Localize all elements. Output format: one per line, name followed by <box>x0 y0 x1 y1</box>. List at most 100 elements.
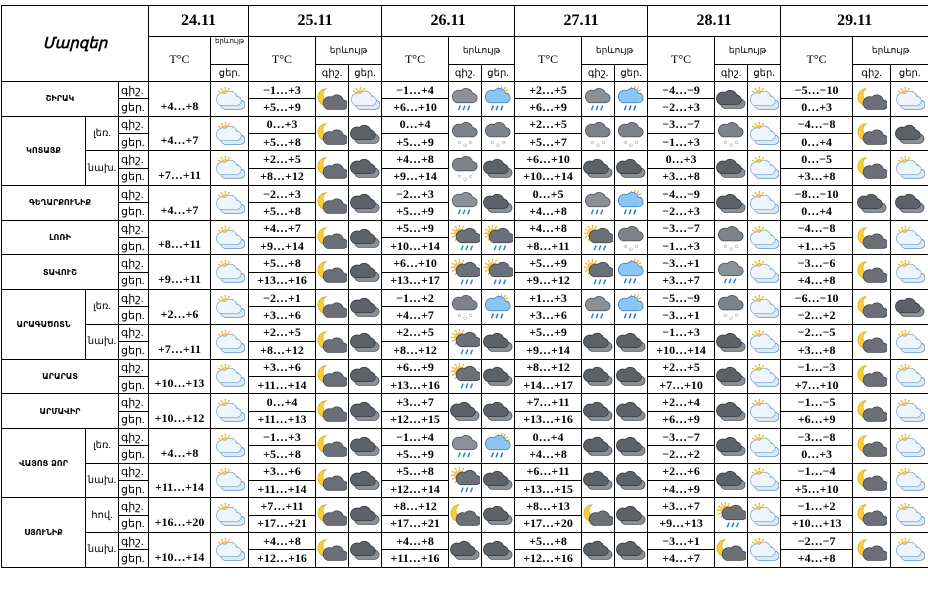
body-row: ԿՈՏԱՅՔ լեռ. գիշ. +4…+7 0…+3 0…+4 +2…+5 −3…−7 −4…… <box>1 115 928 187</box>
icon-part <box>452 191 478 208</box>
day-temperature: +17…+21 <box>248 514 316 533</box>
icon-part <box>723 244 728 248</box>
day-temperature: +11…+14 <box>248 479 316 499</box>
night-temperature: −4…−9 <box>647 80 716 100</box>
day-temperature: +9…+14 <box>248 237 316 256</box>
icon-part <box>590 140 595 144</box>
weather-icon-cell <box>747 254 782 291</box>
icon-part <box>895 160 922 176</box>
temperature: +10…+14 <box>148 531 211 568</box>
weather-icon <box>215 364 245 388</box>
night-temperature: +6…+9 <box>381 358 450 377</box>
weather-icon <box>215 86 245 110</box>
weather-icon-cell <box>852 427 892 464</box>
weather-icon <box>317 539 347 561</box>
region-name: ԱՐԱՐԱՏ <box>1 358 119 395</box>
region-name: ԱՐԱԳԱԾՈՏՆ <box>1 289 86 360</box>
icon-part <box>895 333 922 349</box>
icon-part <box>750 264 776 280</box>
icon-part <box>451 269 455 273</box>
icon-part <box>862 129 887 145</box>
weather-icon <box>215 121 245 145</box>
icon-part <box>750 194 776 210</box>
icon-part <box>350 471 376 487</box>
icon-part <box>215 194 242 210</box>
icon-part <box>465 348 469 355</box>
weather-icon <box>483 471 513 491</box>
weather-icon-cell <box>747 150 782 187</box>
day-temperature: +4…+9 <box>647 479 716 499</box>
phenomenon-header: երևույթ <box>714 36 782 65</box>
day-temperature: +6…+9 <box>647 410 716 429</box>
icon-part <box>505 435 509 439</box>
icon-part <box>862 476 887 492</box>
weather-icon <box>317 88 347 110</box>
day-header: ցեր. <box>747 64 782 82</box>
weather-icon-cell <box>210 427 249 464</box>
weather-icon-cell <box>714 531 749 568</box>
icon-part <box>618 191 644 208</box>
icon-part <box>469 175 473 179</box>
weather-icon-cell <box>852 393 892 429</box>
temp-header: T°C <box>148 36 211 82</box>
weather-icon-cell <box>481 462 516 499</box>
icon-part <box>761 260 765 264</box>
icon-part <box>583 401 609 418</box>
weather-icon <box>485 85 511 111</box>
temperature: +10…+13 <box>148 358 211 395</box>
icon-part <box>227 538 230 542</box>
icon-part <box>895 368 922 384</box>
icon-part <box>457 313 462 318</box>
night-temperature: +5…+9 <box>381 219 450 239</box>
weather-icon-cell <box>890 289 928 325</box>
icon-part <box>723 140 728 144</box>
icon-part <box>460 487 464 493</box>
weather-icon <box>750 502 780 526</box>
weather-icon <box>750 433 780 457</box>
icon-part <box>350 436 376 452</box>
region-name: ՍՅՈՒՆԻՔ <box>1 497 86 568</box>
weather-icon <box>483 193 513 213</box>
weather-icon-cell <box>614 115 649 152</box>
icon-part <box>585 191 611 208</box>
icon-part <box>596 143 600 147</box>
weather-icon <box>350 506 380 525</box>
icon-part <box>465 487 469 493</box>
weather-icon <box>718 261 744 284</box>
weather-icon <box>215 468 245 492</box>
body-row: ցեր. +11…+13 +12…+15 +13…+16 +6…+9 +6…+9 <box>2 410 928 429</box>
icon-part <box>217 263 221 267</box>
night-temperature: −1…+2 <box>381 289 450 308</box>
night-temperature: +2…+5 <box>514 115 583 135</box>
day-label: ցեր. <box>118 271 149 291</box>
icon-part <box>638 297 642 300</box>
weather-icon-cell <box>448 219 483 256</box>
weather-icon-cell <box>747 219 782 256</box>
icon-part <box>754 469 758 473</box>
body-row: նախ. գիշ. +10…+14 +4…+8 +4…+8 +5…+8 −3…+1 −2…−7 <box>2 531 928 568</box>
icon-part <box>616 332 642 348</box>
icon-part <box>217 541 221 544</box>
icon-part <box>716 471 742 487</box>
weather-icon-cell <box>347 393 383 429</box>
night-temperature: −2…−7 <box>780 531 854 551</box>
weather-icon-cell <box>315 497 349 533</box>
icon-part <box>351 90 377 106</box>
weather-icon <box>452 191 478 215</box>
night-temperature: +2…+5 <box>647 358 716 377</box>
icon-part <box>729 247 733 251</box>
icon-part <box>490 105 495 111</box>
date-header: 27.11 <box>514 5 649 37</box>
weather-icon <box>895 364 925 388</box>
body-row: ցեր. +11…+14 +12…+14 +13…+15 +4…+9 +5…+10 <box>2 479 928 499</box>
weather-icon <box>716 159 746 178</box>
icon-part <box>616 367 642 383</box>
weather-icon-cell <box>614 531 649 568</box>
weather-icon <box>585 191 611 215</box>
icon-part <box>227 295 230 299</box>
icon-part <box>502 140 506 144</box>
icon-part <box>583 436 609 452</box>
weather-icon <box>317 435 347 457</box>
region-header: Մարզեր <box>1 5 149 82</box>
weather-icon-cell <box>614 185 649 221</box>
